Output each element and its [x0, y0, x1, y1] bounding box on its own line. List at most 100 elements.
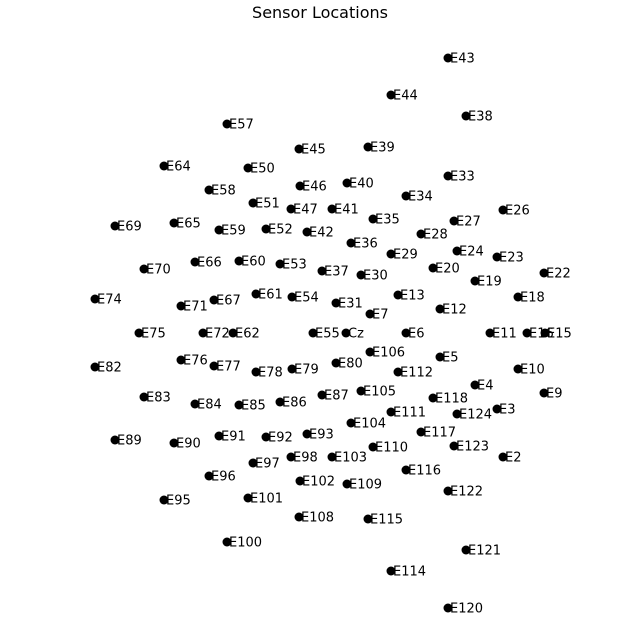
sensor-label-e79: E79 — [294, 363, 319, 378]
sensor-label-e120: E120 — [450, 602, 483, 617]
sensor-label-e12: E12 — [442, 303, 467, 318]
sensor-label-e6: E6 — [408, 327, 425, 342]
sensor-label-e43: E43 — [450, 52, 475, 67]
sensor-label-e28: E28 — [423, 228, 448, 243]
sensor-label-e102: E102 — [302, 475, 335, 490]
sensor-label-e109: E109 — [349, 478, 382, 493]
sensor-label-e112: E112 — [400, 366, 433, 381]
sensor-label-e58: E58 — [211, 184, 236, 199]
sensor-label-e5: E5 — [442, 351, 459, 366]
sensor-label-e29: E29 — [393, 248, 418, 263]
sensor-label-e42: E42 — [309, 226, 334, 241]
sensor-label-e30: E30 — [363, 269, 388, 284]
sensor-label-e52: E52 — [268, 223, 293, 238]
sensor-label-e121: E121 — [468, 544, 501, 559]
sensor-label-e67: E67 — [216, 294, 241, 309]
sensor-label-e7: E7 — [372, 308, 389, 323]
sensor-label-e96: E96 — [211, 470, 236, 485]
sensor-label-e100: E100 — [229, 536, 262, 551]
sensor-label-e54: E54 — [294, 291, 319, 306]
sensor-points: E43 E44 E38 E57 E39 E45 E64 E50 E33 E40 E46 E58 E34 E… — [91, 52, 572, 617]
sensor-label-e82: E82 — [97, 361, 122, 376]
sensor-label-e61: E61 — [258, 288, 283, 303]
sensor-label-e51: E51 — [255, 197, 280, 212]
sensor-label-e26: E26 — [505, 204, 530, 219]
sensor-label-e115: E115 — [370, 513, 403, 528]
sensor-label-e53: E53 — [282, 258, 307, 273]
sensor-label-e57: E57 — [229, 118, 254, 133]
sensor-label-e11: E11 — [492, 327, 517, 342]
sensor-label-e104: E104 — [353, 417, 386, 432]
sensor-label-cz: Cz — [348, 327, 364, 342]
sensor-label-e62: E62 — [235, 327, 260, 342]
sensor-label-e118: E118 — [435, 392, 468, 407]
sensor-label-e83: E83 — [146, 391, 171, 406]
sensor-label-e18: E18 — [520, 291, 545, 306]
sensor-label-e2: E2 — [505, 451, 522, 466]
sensor-label-e24: E24 — [459, 245, 484, 260]
sensor-label-e37: E37 — [324, 265, 349, 280]
sensor-label-e36: E36 — [353, 237, 378, 252]
sensor-label-e106: E106 — [372, 346, 405, 361]
sensor-label-e111: E111 — [393, 406, 426, 421]
sensor-label-e114: E114 — [393, 565, 426, 580]
sensor-label-e117: E117 — [423, 426, 456, 441]
sensor-label-e92: E92 — [268, 431, 293, 446]
sensor-label-e23: E23 — [499, 251, 524, 266]
sensor-label-e41: E41 — [334, 203, 359, 218]
sensor-label-e87: E87 — [324, 389, 349, 404]
sensor-label-e78: E78 — [258, 366, 283, 381]
sensor-label-e40: E40 — [349, 177, 374, 192]
sensor-label-e77: E77 — [216, 360, 241, 375]
sensor-label-e64: E64 — [166, 160, 191, 175]
sensor-label-e84: E84 — [197, 398, 222, 413]
sensor-label-e90: E90 — [176, 437, 201, 452]
sensor-label-e33: E33 — [450, 170, 475, 185]
sensor-label-e27: E27 — [456, 215, 481, 230]
sensor-label-e15: E15 — [547, 327, 572, 342]
sensor-label-e20: E20 — [435, 262, 460, 277]
sensor-label-e34: E34 — [408, 190, 433, 205]
sensor-label-e85: E85 — [241, 399, 266, 414]
sensor-label-e101: E101 — [250, 492, 283, 507]
sensor-label-e47: E47 — [293, 203, 318, 218]
sensor-label-e86: E86 — [282, 396, 307, 411]
sensor-label-e39: E39 — [370, 141, 395, 156]
sensor-label-e103: E103 — [334, 451, 367, 466]
sensor-label-e105: E105 — [363, 385, 396, 400]
sensor-label-e55: E55 — [315, 327, 340, 342]
sensor-label-e91: E91 — [221, 430, 246, 445]
sensor-label-e76: E76 — [183, 354, 208, 369]
sensor-label-e97: E97 — [255, 457, 280, 472]
sensor-label-e108: E108 — [301, 511, 334, 526]
sensor-label-e10: E10 — [520, 363, 545, 378]
sensor-label-e89: E89 — [117, 434, 142, 449]
chart-title: Sensor Locations — [252, 3, 388, 22]
sensor-label-e31: E31 — [338, 297, 363, 312]
sensor-label-e71: E71 — [183, 300, 208, 315]
sensor-label-e69: E69 — [117, 220, 142, 235]
sensor-label-e70: E70 — [146, 263, 171, 278]
sensor-label-e122: E122 — [450, 485, 483, 500]
sensor-label-e9: E9 — [546, 387, 563, 402]
sensor-label-e38: E38 — [468, 110, 493, 125]
sensor-label-e50: E50 — [250, 162, 275, 177]
sensor-label-e59: E59 — [221, 224, 246, 239]
sensor-label-e44: E44 — [393, 89, 418, 104]
sensor-label-e4: E4 — [477, 379, 494, 394]
sensor-label-e98: E98 — [293, 451, 318, 466]
sensor-label-e45: E45 — [301, 143, 326, 158]
sensor-label-e123: E123 — [456, 440, 489, 455]
sensor-label-e3: E3 — [499, 403, 516, 418]
sensor-label-e13: E13 — [400, 289, 425, 304]
sensor-label-e124: E124 — [459, 408, 492, 423]
sensor-label-e19: E19 — [477, 275, 502, 290]
sensor-label-e95: E95 — [166, 494, 191, 509]
sensor-label-e116: E116 — [408, 464, 441, 479]
sensor-label-e22: E22 — [546, 267, 571, 282]
sensor-label-e72: E72 — [205, 327, 230, 342]
sensor-label-e75: E75 — [141, 327, 166, 342]
sensor-label-e80: E80 — [338, 357, 363, 372]
sensor-label-e74: E74 — [97, 293, 122, 308]
